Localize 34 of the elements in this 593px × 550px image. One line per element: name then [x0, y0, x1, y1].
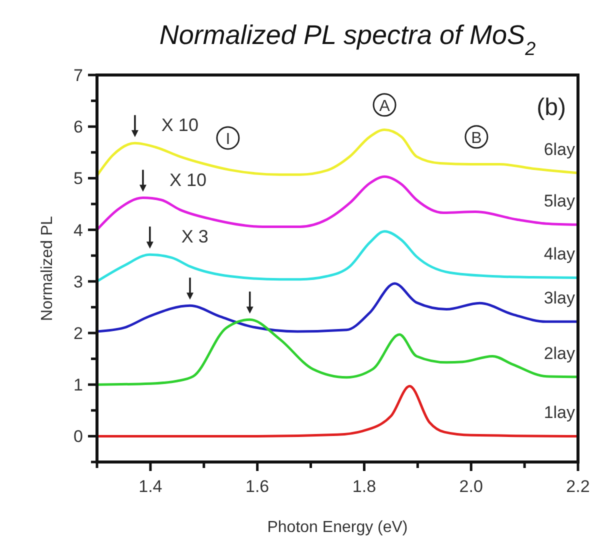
y-tick-label: 3: [74, 272, 83, 292]
chart-title: Normalized PL spectra of MoS$_{2}$: [159, 20, 536, 60]
y-tick-label: 7: [74, 66, 83, 85]
series-label: 3lay: [544, 288, 576, 308]
series-label: 6lay: [544, 140, 576, 159]
series-label: 5lay: [544, 192, 576, 211]
y-tick-label: 4: [74, 220, 83, 240]
annotation: B: [471, 130, 482, 147]
series-label: 2lay: [544, 344, 576, 363]
y-axis-title: Normalized PL: [39, 216, 56, 321]
annotation: X 10: [169, 170, 206, 190]
y-tick-label: 0: [74, 427, 83, 446]
annotation: (b): [536, 94, 566, 121]
line-series: [96, 282, 580, 333]
line-series: [96, 175, 580, 232]
annotation: A: [379, 98, 390, 115]
line-series: [96, 384, 580, 438]
x-tick-label: 1.8: [352, 477, 376, 496]
annotation: X 10: [161, 115, 198, 136]
y-tick-label: 5: [74, 169, 83, 188]
x-axis-title: Photon Energy (eV): [267, 519, 408, 536]
x-tick-label: 2.0: [459, 477, 483, 496]
y-tick-label: 1: [74, 376, 83, 395]
x-tick-label: 2.2: [566, 477, 590, 496]
annotation: X 3: [181, 226, 208, 247]
x-tick-label: 1.4: [138, 477, 162, 496]
x-tick-label: 1.6: [246, 477, 270, 496]
annotation: I: [226, 130, 230, 148]
line-series: [96, 230, 580, 283]
y-tick-label: 6: [74, 118, 83, 137]
series-label: 1lay: [544, 403, 576, 422]
series-label: 4lay: [544, 244, 576, 264]
y-tick-label: 2: [74, 324, 83, 343]
line-series: [96, 318, 580, 386]
